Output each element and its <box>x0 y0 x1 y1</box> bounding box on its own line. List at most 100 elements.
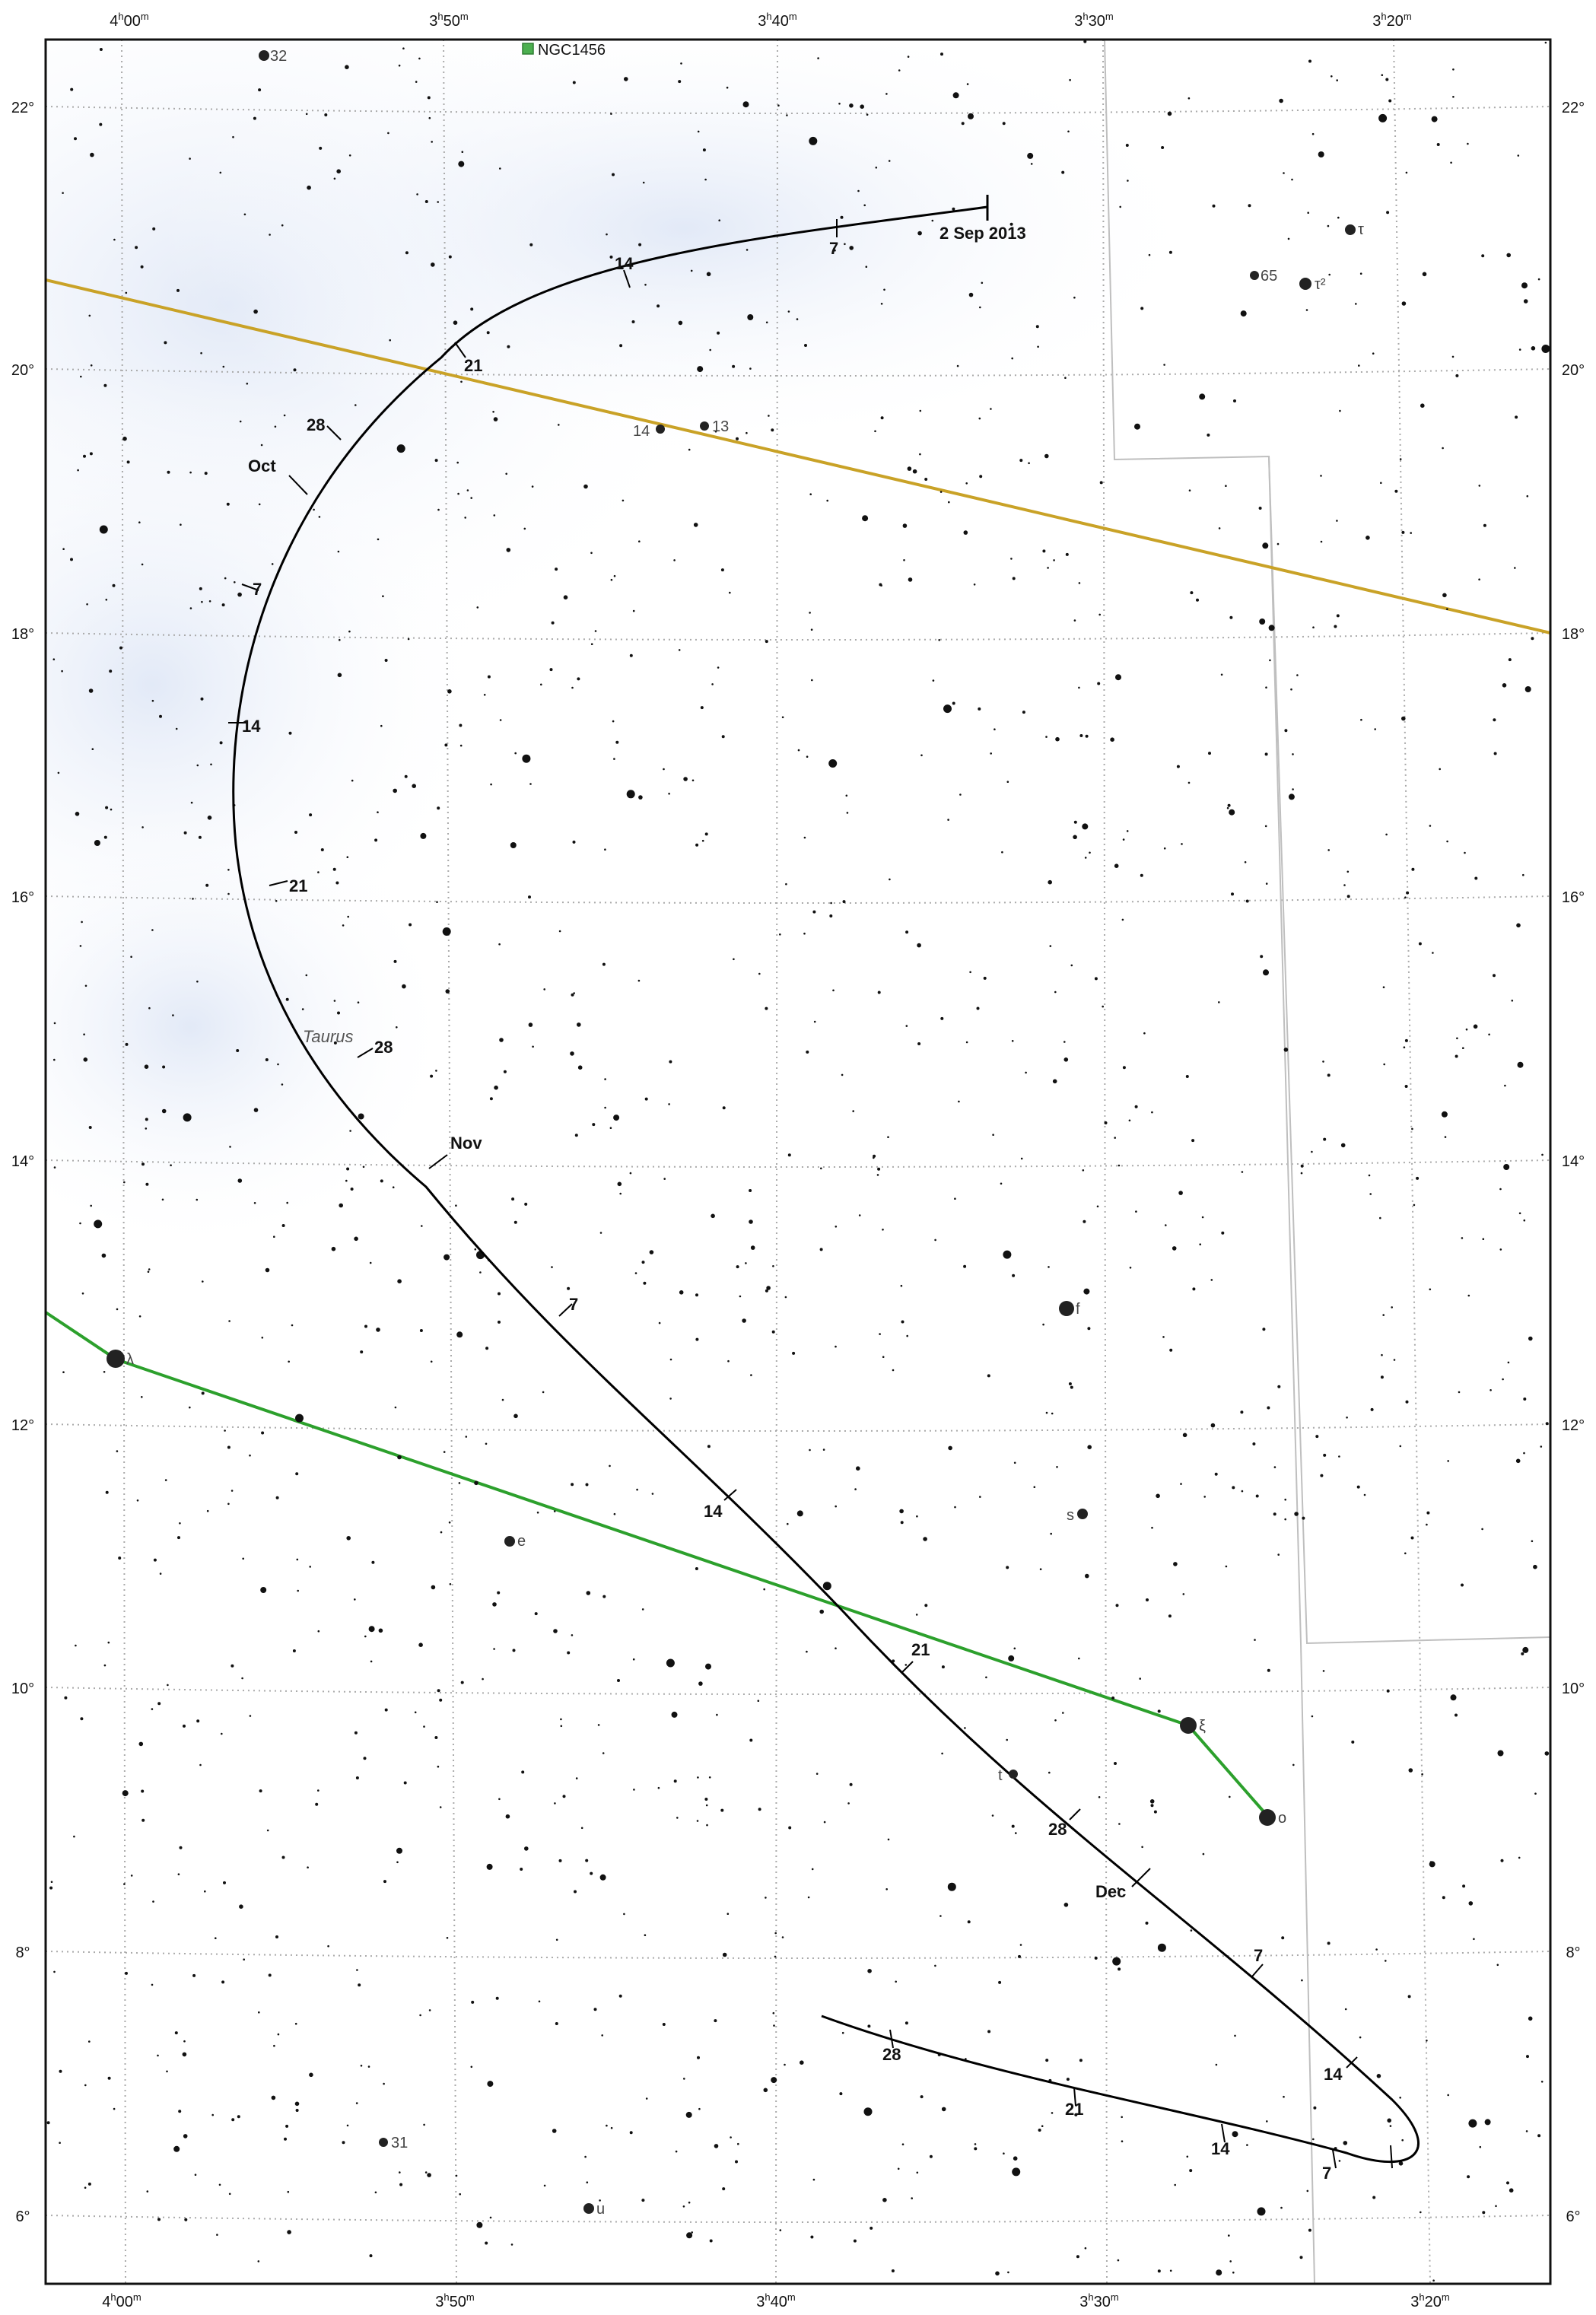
field-star <box>309 2072 313 2078</box>
field-star <box>924 478 928 481</box>
field-star <box>283 414 286 417</box>
field-star <box>1315 1435 1319 1439</box>
field-star <box>934 1964 936 1967</box>
field-star <box>493 417 498 421</box>
field-star <box>1383 1063 1385 1066</box>
constellation-name: Taurus <box>303 1027 353 1046</box>
named-star-14[interactable] <box>583 2203 594 2214</box>
field-star <box>1283 172 1285 174</box>
field-star <box>863 204 866 207</box>
field-star <box>889 878 891 881</box>
field-star <box>1447 1460 1449 1462</box>
named-star-11[interactable] <box>1259 1809 1276 1826</box>
field-star <box>281 1855 285 1859</box>
field-star <box>371 1560 375 1564</box>
field-star <box>657 1786 660 1789</box>
named-star-8[interactable] <box>504 1536 515 1547</box>
field-star <box>1344 2008 1347 2011</box>
field-star <box>538 2000 541 2003</box>
field-star <box>52 658 56 660</box>
field-star <box>830 902 832 905</box>
field-star <box>1054 991 1057 994</box>
named-star-5[interactable] <box>700 421 709 431</box>
field-star <box>53 1166 56 1169</box>
field-star <box>1305 309 1308 311</box>
named-star-7[interactable] <box>107 1350 125 1368</box>
field-star <box>1296 674 1299 676</box>
field-star <box>1533 1564 1537 1569</box>
field-star <box>453 320 458 326</box>
field-star <box>835 1345 837 1348</box>
named-star-6[interactable] <box>1059 1301 1074 1316</box>
field-star <box>1388 99 1392 103</box>
field-star <box>259 1789 262 1793</box>
field-star <box>396 1026 398 1029</box>
field-star <box>1003 1250 1012 1259</box>
field-star <box>105 1490 109 1494</box>
field-star <box>765 1289 768 1293</box>
named-star-13[interactable] <box>379 2138 388 2147</box>
field-star <box>810 2235 814 2239</box>
field-star <box>1528 2016 1533 2021</box>
field-star <box>470 307 474 311</box>
named-star-3[interactable] <box>1299 278 1311 290</box>
field-star <box>919 453 921 456</box>
field-star <box>1375 1948 1378 1951</box>
ngc-marker[interactable] <box>522 43 534 55</box>
field-star <box>631 320 635 323</box>
field-star <box>269 234 271 236</box>
field-star <box>287 2190 290 2193</box>
field-star <box>617 1679 620 1682</box>
field-star <box>1118 1967 1121 1971</box>
field-star <box>1376 2074 1381 2078</box>
field-star <box>141 1162 145 1166</box>
field-star <box>749 367 752 370</box>
field-star <box>1143 1032 1146 1035</box>
field-star <box>952 701 955 705</box>
named-star-2[interactable] <box>1250 271 1259 280</box>
field-star <box>103 1371 106 1373</box>
field-star <box>368 1626 375 1633</box>
field-star <box>948 1445 952 1451</box>
named-star-0[interactable] <box>259 50 269 61</box>
field-star <box>1174 2183 1176 2186</box>
named-star-12[interactable] <box>1009 1770 1018 1779</box>
field-star <box>1300 1164 1304 1168</box>
field-star <box>79 945 82 947</box>
field-star <box>965 482 968 485</box>
field-star <box>218 2183 221 2186</box>
field-star <box>882 1356 885 1358</box>
field-star <box>1118 1164 1121 1167</box>
field-star <box>1084 857 1087 859</box>
field-star <box>211 2113 215 2116</box>
named-star-10[interactable] <box>1180 1717 1197 1734</box>
field-star <box>75 1644 77 1647</box>
field-star <box>1346 895 1350 898</box>
field-star <box>327 1945 329 1948</box>
named-star-label-4: 14 <box>633 423 650 440</box>
field-star <box>239 1904 243 1909</box>
field-star <box>978 417 981 420</box>
field-star <box>444 743 448 747</box>
field-star <box>1517 154 1520 157</box>
field-star <box>1399 458 1402 460</box>
field-star <box>842 900 846 904</box>
field-star <box>175 727 178 730</box>
field-star <box>216 2234 218 2236</box>
named-star-1[interactable] <box>1345 224 1356 235</box>
named-star-4[interactable] <box>656 425 665 434</box>
field-star <box>1208 752 1211 755</box>
field-star <box>838 103 841 105</box>
field-star <box>407 638 410 641</box>
field-star <box>333 1000 336 1002</box>
field-star <box>1464 851 1466 854</box>
field-star <box>333 177 336 180</box>
field-star <box>1168 250 1172 254</box>
field-star <box>476 2221 483 2228</box>
field-star <box>396 1861 399 1864</box>
field-star <box>179 1522 181 1525</box>
field-star <box>718 219 720 222</box>
named-star-9[interactable] <box>1077 1509 1088 1519</box>
field-star <box>555 1938 558 1941</box>
field-star <box>875 167 878 169</box>
